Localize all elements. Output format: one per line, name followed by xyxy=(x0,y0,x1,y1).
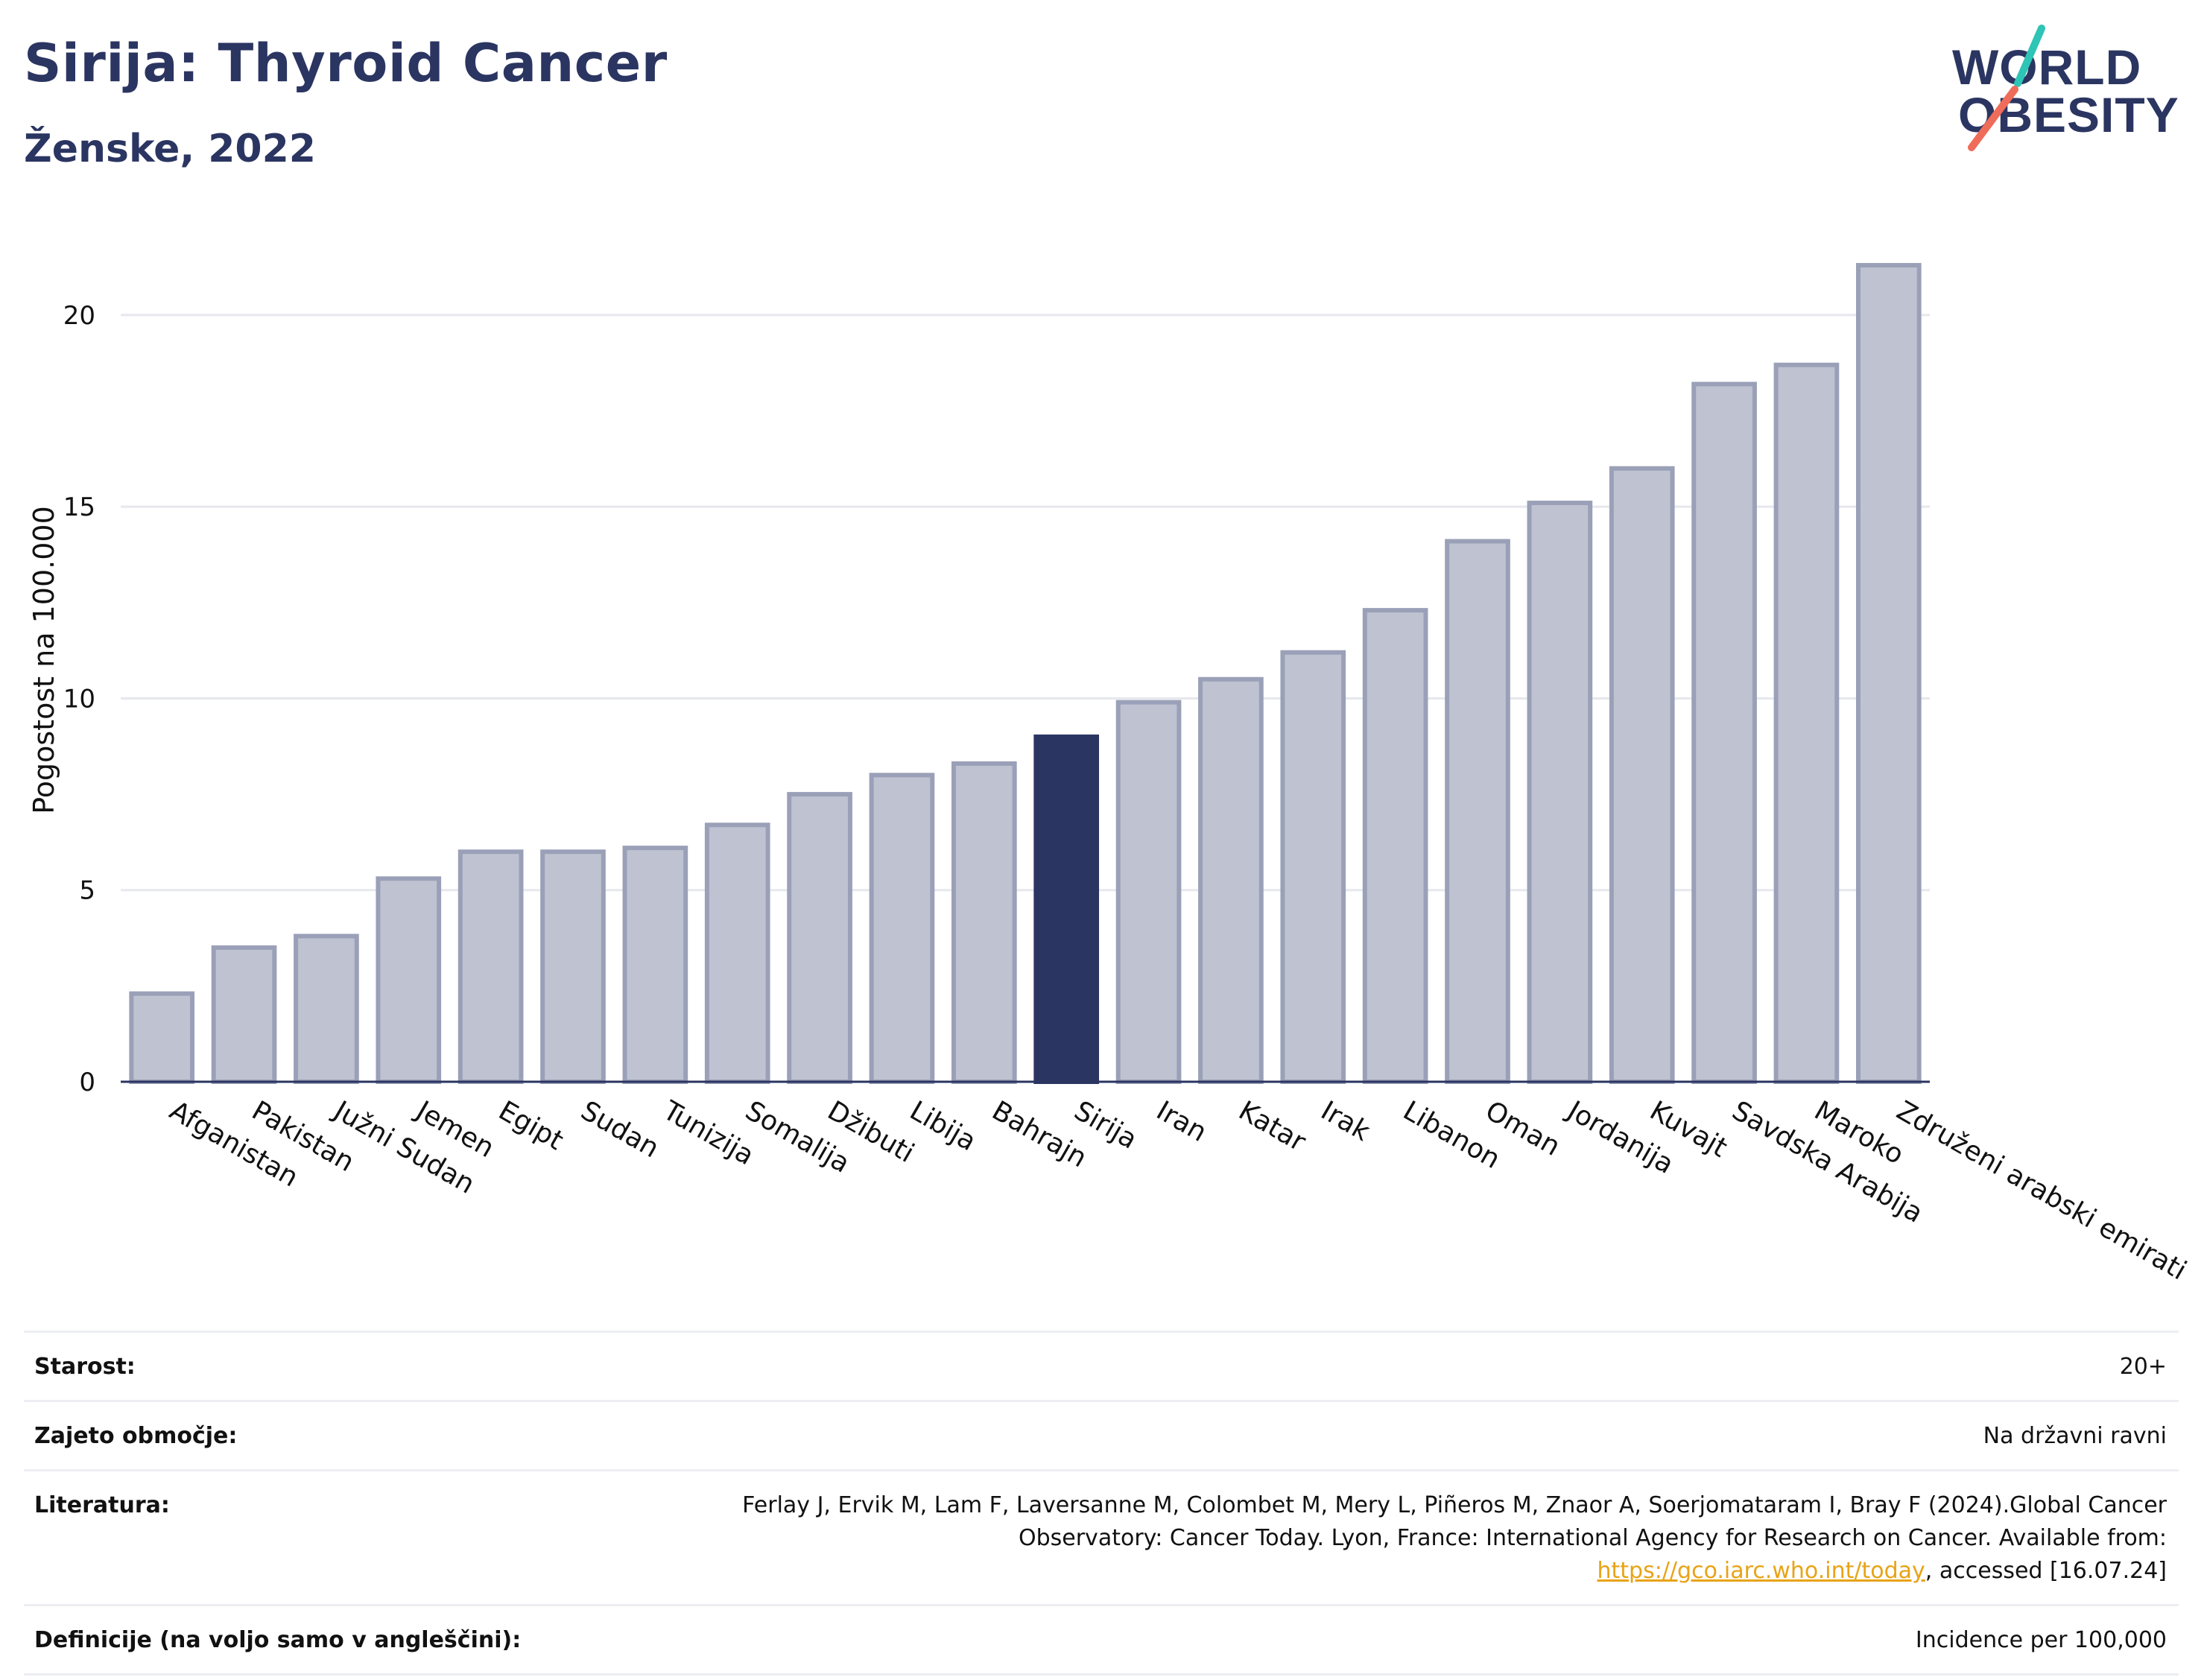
bar xyxy=(540,849,606,1084)
x-tick-label: Združeni arabski emirati xyxy=(1891,1095,2191,1286)
bar xyxy=(704,822,770,1084)
x-tick-label: Irak xyxy=(1316,1095,1375,1147)
x-tick-label: Iran xyxy=(1151,1095,1212,1148)
bar xyxy=(1115,700,1182,1084)
bar xyxy=(622,846,688,1084)
y-axis-label: Pogostost na 100.000 xyxy=(28,506,60,814)
bar xyxy=(1362,608,1428,1084)
bar xyxy=(1527,501,1593,1084)
world-obesity-logo: WORLD OBESITY xyxy=(1937,21,2191,162)
info-table: Starost: 20+ Zajeto območje: Na državni … xyxy=(24,1331,2179,1676)
x-tick-label: Sudan xyxy=(576,1095,665,1164)
y-tick-label: 5 xyxy=(79,876,95,906)
bar xyxy=(1033,734,1100,1085)
bar xyxy=(1445,539,1510,1084)
definitions-value: Incidence per 100,000 xyxy=(1915,1627,2167,1653)
x-tick-label: Bahrajn xyxy=(987,1095,1092,1173)
info-row-coverage: Zajeto območje: Na državni ravni xyxy=(24,1400,2179,1469)
bar xyxy=(1280,650,1346,1084)
bar xyxy=(1691,381,1757,1084)
coverage-label: Zajeto območje: xyxy=(34,1423,238,1449)
bar xyxy=(376,876,442,1084)
coverage-value: Na državni ravni xyxy=(1983,1423,2167,1449)
age-value: 20+ xyxy=(2119,1354,2167,1380)
bar xyxy=(787,792,852,1084)
literature-value: Ferlay J, Ervik M, Lam F, Laversanne M, … xyxy=(677,1489,2179,1588)
bar xyxy=(951,761,1017,1084)
logo-slash-icon xyxy=(1968,25,2045,151)
bar xyxy=(457,849,524,1084)
source-link[interactable]: https://gco.iarc.who.int/today xyxy=(1597,1558,1925,1584)
age-label: Starost: xyxy=(34,1354,136,1380)
bar xyxy=(211,945,277,1085)
logo-line-1: WORLD xyxy=(1952,39,2142,95)
literature-accessed: , accessed [16.07.24] xyxy=(1925,1558,2167,1584)
info-row-definitions: Definicije (na voljo samo v angleščini):… xyxy=(24,1604,2179,1676)
bar xyxy=(294,933,359,1084)
y-tick-label: 10 xyxy=(63,684,95,714)
bar xyxy=(1198,676,1264,1084)
bar xyxy=(129,991,195,1084)
definitions-label: Definicije (na voljo samo v angleščini): xyxy=(34,1627,522,1653)
info-row-literature: Literatura: Ferlay J, Ervik M, Lam F, La… xyxy=(24,1469,2179,1604)
bar xyxy=(1855,263,1922,1084)
x-tick-label: Libija xyxy=(905,1095,981,1157)
x-tick-label: Katar xyxy=(1233,1095,1311,1158)
y-tick-label: 20 xyxy=(63,301,95,331)
chart-subtitle: Ženske, 2022 xyxy=(24,127,316,171)
y-tick-label: 0 xyxy=(79,1068,95,1097)
bar xyxy=(869,773,935,1084)
chart-title: Sirija: Thyroid Cancer xyxy=(24,33,668,94)
y-tick-label: 15 xyxy=(63,492,95,522)
bar xyxy=(1609,466,1675,1084)
literature-label: Literatura: xyxy=(34,1492,170,1518)
x-tick-label: Egipt xyxy=(493,1095,569,1156)
info-row-age: Starost: 20+ xyxy=(24,1331,2179,1400)
x-tick-label: Tunizija xyxy=(657,1095,759,1172)
bar xyxy=(1773,362,1840,1085)
literature-text: Ferlay J, Ervik M, Lam F, Laversanne M, … xyxy=(742,1492,2167,1551)
